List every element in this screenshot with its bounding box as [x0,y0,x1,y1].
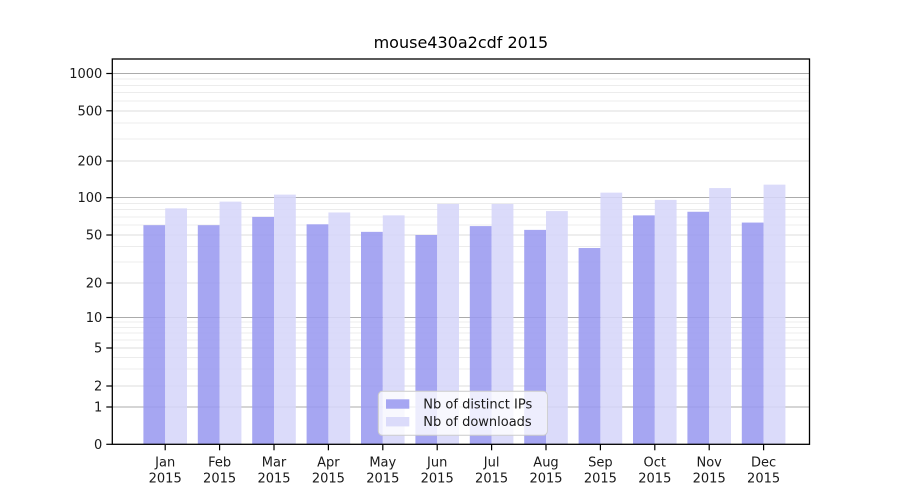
bar-nb-of-downloads-feb-2015 [219,201,242,445]
bar-nb-of-downloads-sep-2015 [600,192,623,445]
legend-swatch-nb-of-downloads [386,417,410,427]
bar-nb-of-distinct-ips-oct-2015 [633,215,655,445]
x-tick-label-month: Mar [262,455,287,470]
bar-nb-of-distinct-ips-jul-2015 [469,226,492,445]
bar-nb-of-downloads-jun-2015 [437,203,459,445]
x-tick-label-month: May [369,455,396,470]
legend: Nb of distinct IPs Nb of downloads [377,390,548,436]
plot-border [111,58,811,445]
x-tick-label-month: Dec [751,455,776,470]
x-tick-label-month: Feb [208,455,231,470]
bar-nb-of-downloads-nov-2015 [709,188,731,445]
x-tick-label-year: 2015 [203,471,236,486]
y-tick-label: 50 [86,229,103,244]
x-tick-label-year: 2015 [584,471,617,486]
plot-frame [111,58,811,445]
bar-nb-of-distinct-ips-jan-2015 [143,225,166,445]
bar-nb-of-distinct-ips-may-2015 [361,231,383,445]
x-tick-label-month: Jun [426,455,447,470]
axes-labels: 01251020501002005001000Jan2015Feb2015Mar… [69,67,780,486]
y-tick-label: 1000 [69,67,102,82]
bar-nb-of-distinct-ips-dec-2015 [741,222,764,445]
x-tick-label-month: Nov [697,455,723,470]
legend-swatch-nb-of-distinct-ips [386,399,410,409]
x-tick-label-month: Apr [317,455,340,470]
x-tick-label-month: Sep [588,455,613,470]
y-tick-label: 1 [94,401,102,416]
y-tick-label: 20 [86,277,103,292]
bar-nb-of-downloads-aug-2015 [546,211,568,445]
bar-nb-of-downloads-mar-2015 [274,194,296,445]
x-tick-label-month: Jul [483,455,500,470]
bar-nb-of-distinct-ips-apr-2015 [306,224,329,445]
x-tick-label-year: 2015 [257,471,290,486]
x-tick-label-year: 2015 [747,471,780,486]
bar-nb-of-distinct-ips-sep-2015 [578,248,601,445]
bar-nb-of-downloads-apr-2015 [328,212,351,445]
bar-nb-of-distinct-ips-mar-2015 [252,216,274,445]
y-tick-label: 100 [77,191,102,206]
x-tick-label-year: 2015 [366,471,399,486]
x-tick-label-year: 2015 [312,471,345,486]
bar-nb-of-downloads-may-2015 [382,215,405,445]
legend-label-nb-of-distinct-ips: Nb of distinct IPs [423,398,532,413]
y-tick-label: 10 [86,311,103,326]
y-tick-label: 200 [77,155,102,170]
legend-label-nb-of-downloads: Nb of downloads [423,415,532,430]
bar-nb-of-distinct-ips-aug-2015 [524,229,546,445]
x-tick-label-month: Jan [154,455,175,470]
bar-nb-of-downloads-jul-2015 [491,203,514,445]
x-tick-label-year: 2015 [421,471,454,486]
x-tick-label-month: Oct [644,455,666,470]
bar-nb-of-distinct-ips-feb-2015 [197,225,220,445]
y-tick-label: 5 [94,342,102,357]
bar-nb-of-distinct-ips-nov-2015 [687,211,710,445]
y-tick-label: 500 [77,104,102,119]
y-tick-label: 2 [94,380,102,395]
bar-nb-of-downloads-jan-2015 [165,208,187,445]
x-tick-label-year: 2015 [638,471,671,486]
x-tick-label-year: 2015 [475,471,508,486]
bars [143,184,786,445]
chart-title: mouse430a2cdf 2015 [374,33,549,52]
x-tick-label-month: Aug [533,455,558,470]
x-tick-label-year: 2015 [149,471,182,486]
x-tick-label-year: 2015 [693,471,726,486]
x-tick-label-year: 2015 [529,471,562,486]
axes-ticks [106,72,765,451]
y-tick-label: 0 [94,438,102,453]
legend-box [377,390,548,436]
bar-nb-of-downloads-dec-2015 [763,184,786,445]
bar-nb-of-downloads-oct-2015 [654,199,677,445]
